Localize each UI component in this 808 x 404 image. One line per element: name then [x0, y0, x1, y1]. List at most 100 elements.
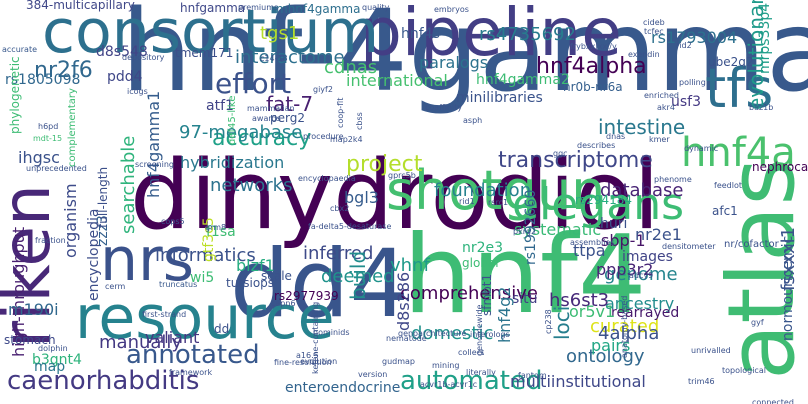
- word-192: cbss: [355, 112, 364, 130]
- word-145: cideb: [643, 18, 665, 27]
- word-154: icogs: [127, 87, 148, 96]
- word-189: dolphin: [38, 344, 68, 353]
- word-19: project: [346, 152, 423, 177]
- word-6: resource: [75, 283, 335, 353]
- word-46: pairs: [591, 336, 631, 355]
- word-67: international: [346, 71, 448, 90]
- word-151: encyclopaedia: [298, 174, 356, 183]
- word-140: afc1: [712, 204, 738, 218]
- word-115: mdt-15: [33, 134, 63, 143]
- word-170: dd: [214, 322, 230, 336]
- word-51: organism: [61, 183, 80, 258]
- word-112: unprecedented: [26, 164, 87, 173]
- word-65: cdnas: [324, 57, 378, 78]
- word-52: searchable: [118, 135, 139, 234]
- word-79: sbp-1: [601, 231, 646, 250]
- word-159: mammalian: [247, 104, 295, 113]
- word-190: a16.5: [296, 351, 319, 360]
- word-188: akr4: [657, 103, 675, 112]
- word-86: mrps33p4: [757, 2, 773, 74]
- word-63: tmem171: [175, 46, 234, 60]
- word-10: shotgun: [386, 159, 606, 222]
- word-164: capn6: [271, 299, 296, 308]
- word-82: nephrocan: [752, 160, 808, 174]
- word-32: database: [600, 180, 684, 201]
- word-153: gprc5b: [388, 171, 416, 180]
- word-123: evolution: [300, 357, 338, 366]
- word-68: minilibraries: [456, 90, 543, 106]
- word-181: screening: [135, 160, 174, 169]
- word-105: normouricemic: [780, 235, 796, 341]
- word-14: annotated: [126, 340, 260, 370]
- word-185: asph: [463, 116, 483, 125]
- word-96: rs2977939: [274, 289, 339, 303]
- word-109: phylogenetic: [8, 56, 22, 134]
- word-131: unrivalled: [691, 346, 731, 355]
- word-30: networks: [210, 175, 293, 196]
- word-40: hs6st3: [549, 290, 610, 311]
- word-126: fantom: [518, 371, 547, 380]
- word-20: accuracy: [212, 126, 312, 151]
- word-77: systematic: [514, 220, 602, 239]
- word-186: describes: [577, 141, 616, 150]
- word-134: hominids: [313, 328, 350, 337]
- word-166: cops5: [161, 217, 185, 226]
- word-152: map2k4: [330, 135, 363, 144]
- word-27: interactome: [235, 47, 345, 68]
- word-25: intestine: [598, 115, 686, 139]
- word-162: framework: [169, 368, 213, 377]
- word-95: blzf1: [236, 256, 275, 275]
- word-62: d8s548: [96, 44, 148, 60]
- word-128: connected: [752, 398, 794, 404]
- word-15: caenorhabditis: [7, 366, 200, 396]
- word-108: mhnf4gamma: [276, 2, 361, 16]
- word-155: depository: [122, 53, 165, 62]
- word-139: kmer: [649, 135, 670, 144]
- word-187: dynamic: [684, 144, 719, 153]
- word-70: nr0b-nr6a: [563, 80, 623, 94]
- word-64: tgs1: [260, 23, 300, 44]
- word-111: ube2q2: [708, 55, 754, 69]
- word-16: automated: [400, 366, 543, 396]
- word-71: usf3: [671, 94, 702, 110]
- word-91: rs294184: [575, 193, 632, 207]
- word-106: 384-multicapillary: [26, 0, 135, 12]
- word-53: hnf4gamma1: [144, 90, 163, 198]
- word-169: gyf: [751, 318, 764, 327]
- word-99: ttpa: [573, 241, 606, 260]
- word-141: feedlot: [714, 181, 742, 190]
- word-74: 97-megabase: [179, 122, 303, 143]
- word-85: hnf4s: [401, 26, 440, 42]
- word-113: complementary: [67, 88, 78, 167]
- word-58: stomach: [4, 333, 56, 347]
- word-179: anatomy-based: [620, 295, 629, 358]
- word-92: nr2e3: [462, 240, 504, 256]
- word-180: fine-resolution: [274, 358, 332, 367]
- word-116: fa-delta5-desaturase: [308, 222, 392, 231]
- word-43: 4alpha: [598, 323, 660, 344]
- word-44: ppp3r2: [596, 260, 654, 279]
- word-184: cbx2: [330, 204, 350, 213]
- word-2: hnf4: [403, 213, 647, 338]
- word-18: effort: [215, 67, 292, 100]
- word-147: rid2: [676, 41, 692, 50]
- word-34: genome: [604, 264, 678, 285]
- word-191: coop-flt: [336, 97, 345, 128]
- word-143: polling: [679, 78, 706, 87]
- word-146: tcfec: [644, 27, 664, 36]
- word-135: interologs: [470, 330, 510, 339]
- word-171: tursiops: [226, 276, 275, 290]
- word-157: quality: [362, 3, 390, 12]
- word-49: valiant: [145, 328, 200, 347]
- word-3: dd4: [230, 230, 410, 339]
- word-161: giyf2: [313, 85, 333, 94]
- word-122: fraction: [35, 236, 66, 245]
- word-17: ontology: [566, 346, 645, 367]
- word-21: transcriptome: [498, 148, 653, 173]
- word-102: or5v1: [569, 302, 616, 321]
- word-57: b3gnt4: [32, 352, 82, 368]
- word-36: inferred: [303, 243, 374, 264]
- word-12: tfs: [705, 57, 774, 120]
- word-0: hnf-4gamma: [121, 0, 808, 117]
